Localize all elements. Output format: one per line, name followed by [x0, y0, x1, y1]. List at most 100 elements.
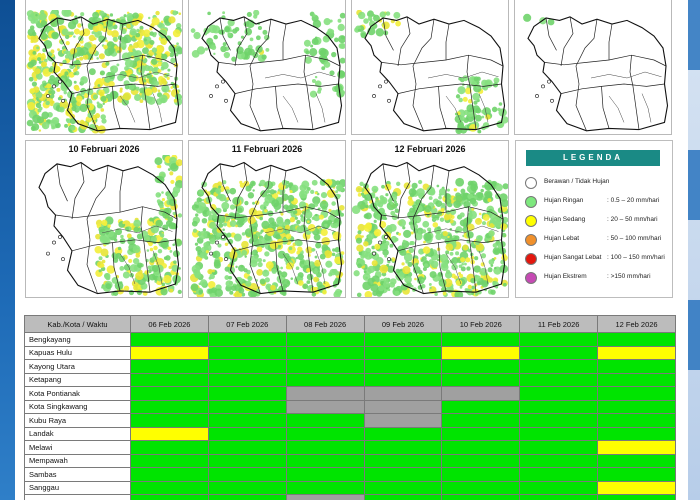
province-outline	[364, 161, 506, 295]
district-border	[249, 83, 261, 131]
legend-box: LEGENDA Berawan / Tidak Hujan Hujan Ring…	[515, 140, 673, 298]
river-line	[315, 93, 326, 123]
rain-cell	[462, 244, 469, 251]
rain-cell	[269, 189, 275, 195]
rain-cell	[95, 78, 104, 87]
forecast-cell	[130, 480, 209, 495]
rain-cell	[274, 209, 278, 213]
rain-cell	[371, 192, 376, 197]
rain-cell	[352, 205, 361, 214]
rain-cell	[33, 77, 38, 82]
rain-cell	[396, 181, 401, 186]
rain-cell	[207, 11, 211, 16]
rain-cell	[88, 68, 96, 76]
rain-cell	[109, 73, 115, 80]
rain-cell	[312, 248, 316, 252]
legend-range: : >150 mm/hari	[607, 273, 651, 280]
table-row: Mempawah	[24, 453, 676, 468]
legend-range: : 50 – 100 mm/hari	[607, 235, 662, 242]
rain-cell	[42, 48, 47, 53]
province-outline	[527, 16, 669, 132]
rain-cell	[49, 102, 54, 107]
rain-cell	[442, 230, 448, 237]
rain-cell	[31, 123, 40, 131]
legend-label: Hujan Sedang	[544, 216, 586, 223]
rain-cell	[63, 90, 67, 95]
rain-cell	[280, 212, 284, 216]
district-border	[275, 86, 284, 129]
island-marker	[215, 84, 219, 89]
rain-cell	[135, 271, 144, 281]
rain-cell	[249, 37, 254, 42]
rain-cell	[325, 260, 333, 268]
rain-cell	[460, 188, 466, 194]
rain-cell	[229, 290, 234, 295]
rain-cell	[203, 242, 210, 248]
table-row: Kota Pontianak	[24, 386, 676, 401]
forecast-cell	[207, 345, 287, 360]
legend-item-moderate-rain: Hujan Sedang : 20 – 50 mm/hari	[525, 214, 671, 230]
rain-cell	[194, 242, 199, 246]
rain-cell	[149, 26, 153, 31]
rain-cell	[481, 184, 485, 188]
rain-cell	[245, 185, 252, 192]
rain-cell	[32, 111, 37, 115]
rain-cell	[96, 57, 99, 60]
rain-cell	[170, 86, 174, 89]
island-marker	[52, 240, 56, 245]
rain-cell	[313, 214, 321, 222]
rain-cell	[391, 257, 396, 262]
rain-cell	[69, 118, 77, 125]
rain-cell	[27, 14, 35, 22]
rain-cell	[151, 47, 158, 53]
rain-cell	[489, 218, 495, 224]
rain-cell	[32, 51, 37, 55]
rain-cell	[172, 10, 178, 16]
district-border	[234, 83, 339, 94]
rain-cell	[145, 96, 153, 104]
rain-cell	[418, 270, 423, 275]
region-name: Kubu Raya	[24, 413, 131, 428]
rain-cell	[293, 210, 298, 215]
rain-cell	[214, 288, 224, 297]
rain-cell	[229, 29, 233, 32]
map-panel-title: 10 Februari 2026	[68, 144, 140, 154]
rain-cell	[491, 216, 501, 226]
rain-cell	[139, 25, 144, 30]
legend-title: LEGENDA	[526, 150, 660, 166]
rain-cell	[306, 280, 311, 285]
rain-cell	[429, 271, 437, 279]
rain-cell	[256, 246, 263, 253]
rain-cell	[415, 199, 422, 206]
rain-cell	[294, 216, 298, 220]
rain-cell	[157, 275, 163, 282]
forecast-cell	[441, 399, 521, 414]
rain-cell	[82, 28, 91, 37]
rain-cell	[393, 200, 397, 204]
river-line	[282, 95, 299, 123]
island-marker	[215, 240, 219, 245]
rain-cell	[409, 215, 418, 223]
forecast-cell	[441, 467, 521, 482]
rain-cell	[211, 269, 215, 273]
rain-cell	[363, 18, 369, 24]
map-panel-1	[25, 0, 183, 135]
rain-cell	[137, 262, 143, 268]
rain-cell	[311, 38, 319, 45]
rain-cell	[314, 191, 318, 195]
rain-cell	[364, 197, 368, 201]
rain-cell	[490, 289, 496, 295]
rain-cell	[244, 255, 247, 258]
rain-cell	[149, 247, 154, 252]
rain-cell	[209, 238, 216, 245]
rain-cell	[241, 249, 248, 256]
rain-cell	[122, 271, 130, 279]
rain-cell	[277, 219, 284, 227]
rain-cell	[247, 192, 255, 199]
table-row: Sanggau	[24, 480, 676, 495]
left-decor-band	[0, 0, 15, 500]
rain-cell	[371, 260, 378, 267]
rain-cell	[453, 187, 458, 192]
rain-cell	[403, 229, 412, 238]
rain-cell	[408, 247, 415, 254]
